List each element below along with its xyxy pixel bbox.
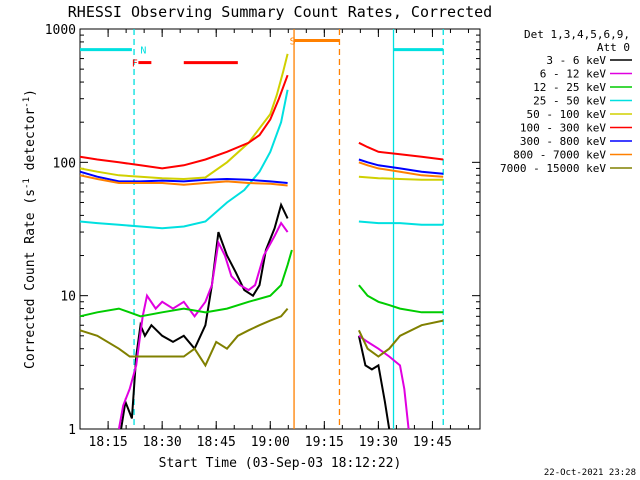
flag-label-0: N <box>140 46 146 57</box>
series-line-3-b <box>358 220 444 226</box>
x-tick-label: 19:45 <box>413 435 452 450</box>
y-axis-label-main: Corrected Count Rate (s <box>23 189 38 369</box>
legend-label-3: 25 - 50 keV <box>533 95 606 108</box>
series-line-2-b <box>358 284 444 314</box>
x-tick-label: 18:15 <box>89 435 128 450</box>
flag-label-2: S <box>290 36 296 47</box>
flag-label-1: F <box>132 59 138 70</box>
series-line-0-b <box>357 335 391 430</box>
series-line-8 <box>79 307 289 368</box>
plot-frame <box>79 28 481 430</box>
legend-label-1: 6 - 12 keV <box>540 68 607 81</box>
x-tick-label: 18:30 <box>143 435 182 450</box>
series-line-8-b <box>357 319 444 358</box>
series-line-4 <box>79 53 289 181</box>
series-line-4-b <box>358 175 444 181</box>
y-tick-label: 100 <box>53 156 76 171</box>
y-tick-label: 1 <box>68 423 76 438</box>
legend-label-2: 12 - 25 keV <box>533 81 606 94</box>
series-line-0 <box>120 201 289 430</box>
y-axis-label-exp2: -1 <box>22 97 32 108</box>
series-line-5-b <box>358 141 444 161</box>
series-line-7 <box>79 174 288 187</box>
legend-label-4: 50 - 100 keV <box>527 108 607 121</box>
legend-label-8: 7000 - 15000 keV <box>500 162 606 175</box>
series-line-5 <box>79 74 289 170</box>
y-axis-label: Corrected Count Rate (s-1 detector-1) <box>22 89 38 369</box>
series-line-6-b <box>358 158 444 175</box>
series-line-7-b <box>358 161 444 178</box>
legend-header-0: Det 1,3,4,5,6,9, <box>524 28 630 41</box>
y-axis-label-exp1: -1 <box>22 178 32 189</box>
axes: 1 10 100 1000 18:15 18:30 18:45 19:00 19:15 19:30… <box>45 23 480 450</box>
series-line-3 <box>79 89 289 230</box>
series-line-1-b <box>358 334 410 430</box>
series-line-6 <box>79 170 288 184</box>
series-lines <box>79 53 444 430</box>
legend-label-5: 100 - 300 keV <box>520 122 606 135</box>
footer-date: 22-Oct-2021 23:28 <box>544 468 636 478</box>
y-tick-label: 10 <box>60 290 76 305</box>
x-tick-label: 18:45 <box>197 435 236 450</box>
series-line-1 <box>117 221 289 430</box>
x-axis-label: Start Time (03-Sep-03 18:12:22) <box>159 456 402 471</box>
x-tick-label: 19:30 <box>359 435 398 450</box>
legend-label-7: 800 - 7000 keV <box>513 149 606 162</box>
flag-annotations: NF S <box>80 29 444 429</box>
y-axis-label-end: ) <box>23 89 38 97</box>
legend-label-6: 300 - 800 keV <box>520 135 606 148</box>
y-axis-label-mid: detector <box>23 108 38 179</box>
legend-label-0: 3 - 6 keV <box>546 54 606 67</box>
series-line-2 <box>79 249 293 318</box>
legend-header-1: Att 0 <box>597 41 630 54</box>
x-tick-label: 19:00 <box>251 435 290 450</box>
x-tick-label: 19:15 <box>305 435 344 450</box>
chart-title: RHESSI Observing Summary Count Rates, Co… <box>68 3 492 21</box>
y-tick-label: 1000 <box>45 23 76 38</box>
